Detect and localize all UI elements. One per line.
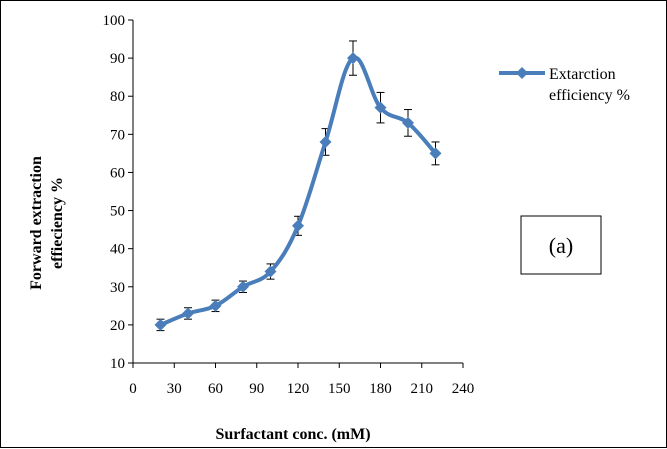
data-point-marker — [402, 116, 414, 129]
x-tick-label: 210 — [411, 381, 434, 397]
annotation-label: (a) — [549, 233, 573, 258]
data-point-marker — [209, 299, 222, 312]
y-tick-label: 80 — [110, 89, 125, 105]
y-tick-label: 90 — [110, 51, 125, 67]
y-tick-label: 50 — [110, 204, 125, 220]
error-bars — [156, 40, 440, 332]
x-tick-label: 240 — [452, 381, 475, 397]
series-markers — [154, 52, 442, 331]
series-line — [158, 55, 438, 327]
x-tick-label: 180 — [369, 381, 392, 397]
x-tick-label: 90 — [249, 381, 264, 397]
y-tick-label: 30 — [110, 280, 125, 296]
data-point-marker — [182, 307, 194, 320]
y-axis-label-line1: Forward extraction — [28, 156, 45, 290]
data-point-marker — [264, 265, 277, 278]
legend: Extarction efficiency % — [499, 66, 630, 104]
data-point-marker — [347, 52, 359, 65]
legend-label-line2: efficiency % — [549, 87, 630, 104]
x-tick-label: 0 — [129, 381, 137, 397]
x-tick-label: 120 — [287, 381, 310, 397]
data-point-marker — [154, 318, 167, 331]
annotation-box: (a) — [520, 215, 602, 275]
legend-label-line1: Extarction — [549, 66, 616, 83]
x-tick-label: 30 — [167, 381, 182, 397]
x-tick-label: 60 — [208, 381, 223, 397]
data-point-marker — [319, 135, 332, 148]
y-axis-label-line2: effieciency % — [49, 177, 66, 269]
x-tick-label: 150 — [328, 381, 351, 397]
data-point-marker — [237, 280, 249, 293]
data-point-marker — [292, 219, 304, 232]
y-tick-label: 20 — [110, 318, 125, 334]
y-tick-label: 70 — [110, 127, 125, 143]
y-tick-label: 100 — [103, 13, 126, 29]
data-point-marker — [429, 147, 442, 160]
y-tick-label: 10 — [110, 356, 125, 372]
y-tick-label: 40 — [110, 242, 125, 258]
legend-swatch-marker — [516, 67, 528, 79]
axes — [128, 19, 464, 368]
tick-labels: 10 20 30 40 50 60 70 80 90 100 0 30 60 90 120 150 180 210… — [103, 13, 475, 397]
data-point-marker — [374, 101, 387, 114]
y-tick-label: 60 — [110, 165, 125, 181]
x-axis-label: Surfactant conc. (mM) — [215, 426, 370, 443]
